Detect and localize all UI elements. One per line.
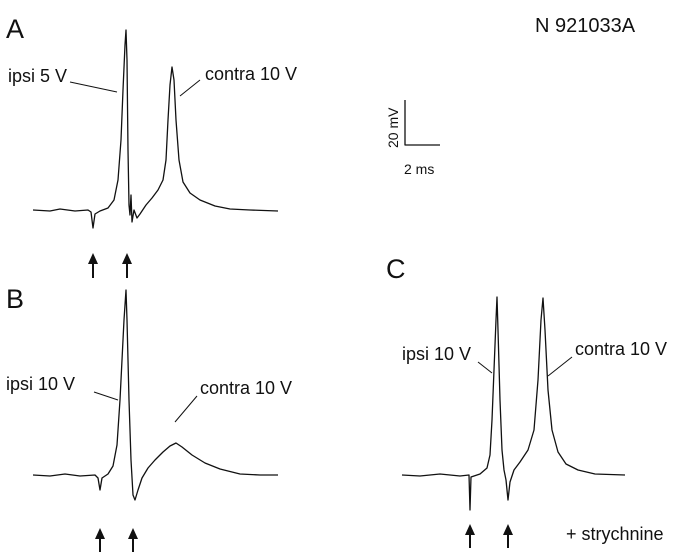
leader-line — [174, 395, 198, 423]
panel-label: C — [386, 254, 406, 284]
contra-label: contra 10 V — [575, 339, 667, 359]
contra-label: contra 10 V — [205, 64, 297, 84]
trace — [32, 29, 279, 229]
scale-horizontal: 2 ms — [404, 161, 434, 177]
ipsi-label: ipsi 10 V — [6, 374, 75, 394]
contra-label: contra 10 V — [200, 378, 292, 398]
leader-line — [477, 361, 493, 374]
record-id: N 921033A — [535, 15, 636, 37]
panel-label: A — [6, 14, 24, 44]
stimulus-arrows — [95, 528, 138, 552]
ipsi-label: ipsi 5 V — [8, 66, 67, 86]
leader-line — [69, 81, 118, 93]
leader-line — [93, 391, 119, 401]
scale-vertical: 20 mV — [385, 107, 401, 148]
panel-label: B — [6, 284, 24, 314]
condition-note: + strychnine — [566, 524, 664, 544]
stimulus-arrows — [88, 253, 132, 278]
trace — [32, 289, 278, 501]
trace — [401, 296, 626, 511]
leader-line — [179, 79, 201, 97]
ipsi-label: ipsi 10 V — [402, 344, 471, 364]
stimulus-arrows — [465, 524, 513, 548]
leader-line — [547, 356, 573, 377]
scale-bar — [404, 100, 440, 146]
